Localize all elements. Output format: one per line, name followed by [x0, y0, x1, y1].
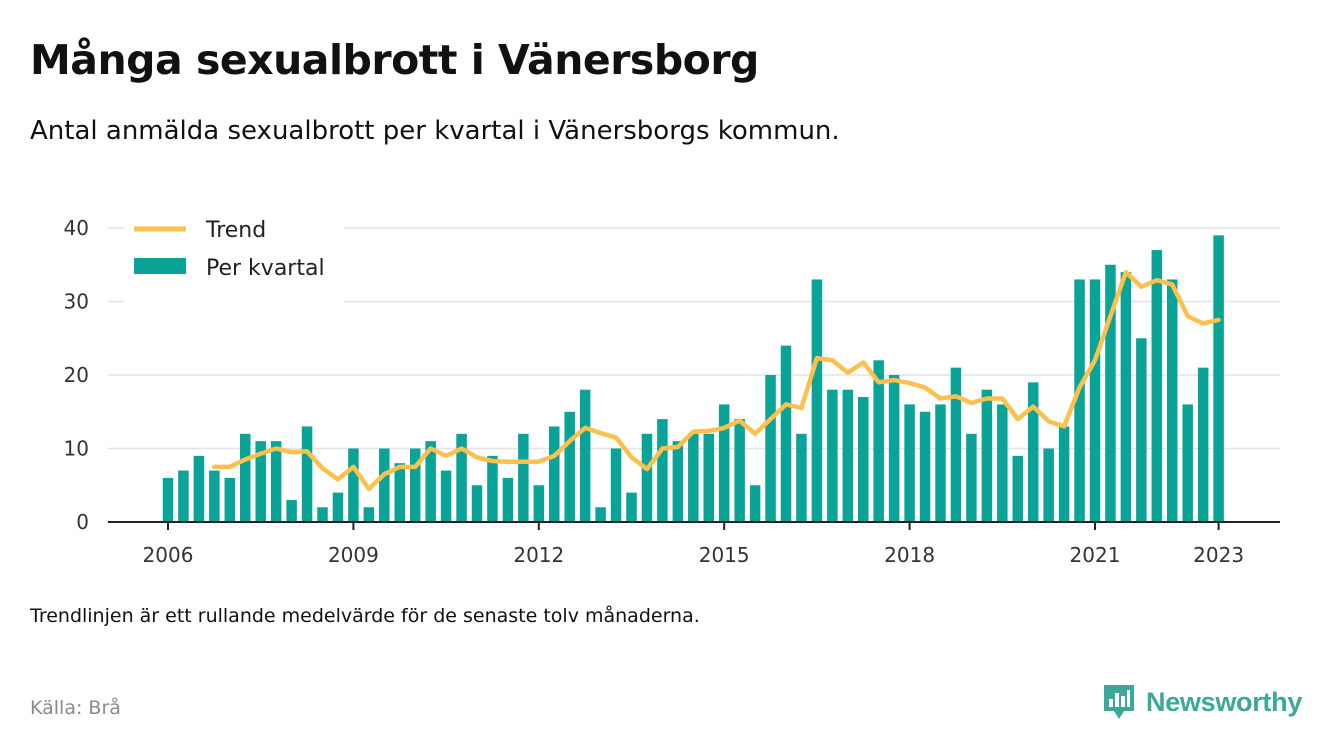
- brand-logo[interactable]: Newsworthy: [1102, 683, 1302, 721]
- bar: [255, 441, 266, 522]
- bar: [1043, 448, 1054, 522]
- bar: [827, 389, 838, 522]
- bar: [1012, 455, 1023, 522]
- y-tick-label: 0: [76, 510, 89, 534]
- x-tick-label: 2006: [143, 543, 194, 567]
- bar: [672, 441, 684, 522]
- bar: [363, 507, 375, 522]
- bar: [688, 433, 699, 522]
- bar: [873, 360, 884, 522]
- newsworthy-logo-icon: [1104, 685, 1134, 719]
- bar: [348, 448, 359, 522]
- bar: [1213, 235, 1224, 522]
- bar: [1074, 279, 1085, 522]
- bar: [626, 492, 637, 522]
- legend-bar-label: Per kvartal: [206, 256, 325, 281]
- bar: [564, 411, 575, 522]
- x-tick-label: 2023: [1193, 543, 1244, 567]
- bar: [394, 463, 405, 522]
- bar-series: [162, 235, 1224, 523]
- chart-subtitle: Antal anmälda sexualbrott per kvartal i …: [30, 116, 840, 146]
- bar: [440, 470, 452, 522]
- bar: [1105, 264, 1116, 522]
- bar: [456, 433, 467, 522]
- bar: [209, 470, 220, 522]
- bar: [579, 389, 591, 522]
- source-credit: Källa: Brå: [30, 697, 121, 719]
- bar: [1089, 279, 1101, 522]
- bar: [734, 419, 745, 522]
- bar: [1027, 382, 1039, 522]
- footnote: Trendlinjen är ett rullande medelvärde f…: [30, 605, 700, 627]
- bar: [935, 404, 946, 522]
- bar: [425, 441, 436, 522]
- bar: [178, 470, 189, 522]
- bar: [904, 404, 915, 522]
- bar: [610, 448, 622, 522]
- y-axis-labels: 0 10 20 30 40: [64, 216, 89, 534]
- bar: [518, 433, 529, 522]
- bar: [502, 477, 514, 522]
- bar: [657, 419, 668, 522]
- bar: [1120, 272, 1132, 522]
- x-tick-label: 2018: [884, 543, 935, 567]
- legend-trend-label: Trend: [205, 218, 266, 243]
- bar: [703, 433, 714, 522]
- bar: [1197, 367, 1209, 522]
- bar: [858, 397, 869, 522]
- bar: [595, 507, 606, 522]
- x-tick-label: 2021: [1070, 543, 1121, 567]
- bar: [471, 485, 483, 522]
- bar: [811, 279, 823, 522]
- x-axis: [108, 521, 1280, 530]
- bar: [1058, 426, 1070, 522]
- legend-bar-swatch: [134, 258, 186, 274]
- x-axis-labels: 2006 2009 2012 2015 2018 2021 2023: [143, 543, 1245, 567]
- bar: [162, 477, 174, 522]
- bar: [919, 411, 931, 522]
- bar: [1182, 404, 1193, 522]
- bar: [780, 345, 792, 522]
- bar: [1151, 250, 1163, 523]
- trend-series: [212, 269, 1221, 492]
- brand-name: Newsworthy: [1146, 686, 1303, 717]
- bar: [270, 441, 282, 522]
- legend: Trend Per kvartal: [124, 216, 344, 308]
- chart-title: Många sexualbrott i Vänersborg: [30, 36, 759, 84]
- bar: [1167, 279, 1178, 522]
- bar: [966, 433, 977, 522]
- bar: [765, 375, 776, 522]
- bar: [224, 477, 236, 522]
- y-tick-label: 30: [64, 290, 89, 314]
- y-tick-label: 10: [64, 437, 89, 461]
- bar: [240, 433, 251, 522]
- bar: [487, 455, 498, 522]
- bar: [533, 485, 545, 522]
- bar: [332, 492, 344, 522]
- bar: [749, 485, 761, 522]
- bar: [301, 426, 313, 522]
- bar: [286, 499, 297, 522]
- y-tick-label: 40: [64, 216, 89, 240]
- bar: [379, 448, 390, 522]
- bar: [409, 448, 421, 522]
- bar: [549, 426, 560, 522]
- y-tick-label: 20: [64, 363, 89, 387]
- trend-line: [212, 269, 1221, 492]
- bar: [796, 433, 807, 522]
- x-tick-label: 2012: [513, 543, 564, 567]
- bar: [641, 433, 653, 522]
- bar: [888, 375, 900, 522]
- bar-line-chart: 0 10 20 30 40 2006 2009 2012 2015 2018 2021 2023 T…: [64, 216, 1280, 567]
- bar: [317, 507, 328, 522]
- bar: [997, 404, 1008, 522]
- x-tick-label: 2009: [328, 543, 379, 567]
- bar: [981, 389, 993, 522]
- x-tick-label: 2015: [699, 543, 750, 567]
- bar: [1136, 338, 1147, 522]
- bar: [950, 367, 962, 522]
- bar: [718, 404, 730, 522]
- bar: [193, 455, 205, 522]
- bar: [842, 389, 854, 522]
